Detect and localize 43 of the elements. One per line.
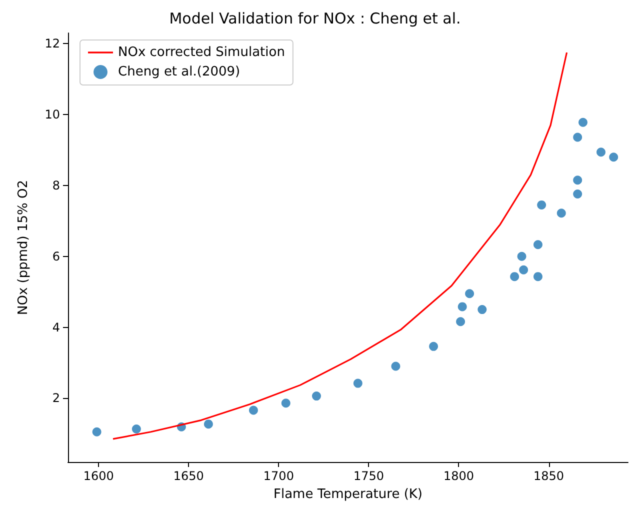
x-axis-title: Flame Temperature (K) bbox=[274, 487, 422, 502]
chart-title: Model Validation for NOx : Cheng et al. bbox=[169, 10, 461, 28]
point bbox=[533, 240, 542, 250]
point bbox=[281, 398, 290, 408]
point bbox=[519, 265, 528, 274]
x-tick-label: 1700 bbox=[263, 469, 294, 483]
y-tick-label: 10 bbox=[44, 108, 60, 122]
point bbox=[609, 152, 618, 162]
x-tick-label: 1650 bbox=[173, 469, 204, 483]
point bbox=[578, 118, 588, 127]
x-tick-label: 1800 bbox=[443, 469, 474, 483]
point bbox=[517, 252, 526, 261]
point bbox=[391, 362, 400, 371]
point bbox=[573, 176, 582, 185]
point bbox=[573, 132, 582, 142]
point bbox=[353, 378, 362, 388]
y-tick-label: 6 bbox=[52, 249, 60, 264]
point bbox=[537, 200, 546, 210]
y-tick-label: 4 bbox=[52, 320, 60, 334]
x-tick-label: 1600 bbox=[83, 469, 114, 483]
point bbox=[429, 342, 438, 351]
legend-label: NOx corrected Simulation bbox=[118, 45, 285, 60]
point bbox=[596, 148, 606, 157]
y-axis-title: NOx (ppmd) 15% O2 bbox=[16, 180, 31, 316]
point bbox=[204, 420, 213, 429]
y-tick-label: 2 bbox=[52, 391, 60, 406]
point bbox=[92, 427, 102, 436]
point bbox=[248, 406, 258, 415]
y-tick-label: 12 bbox=[44, 36, 60, 51]
point bbox=[533, 272, 542, 282]
point bbox=[312, 392, 321, 401]
legend-label: Cheng et al.(2009) bbox=[118, 64, 240, 80]
point bbox=[132, 424, 141, 434]
y-tick-label: 8 bbox=[52, 178, 60, 192]
point bbox=[456, 317, 466, 326]
point bbox=[478, 305, 487, 314]
point bbox=[510, 272, 520, 282]
point bbox=[458, 302, 467, 312]
point bbox=[573, 189, 582, 198]
point bbox=[465, 289, 474, 298]
x-tick-label: 1750 bbox=[353, 469, 384, 483]
point bbox=[556, 208, 566, 218]
x-tick-label: 1850 bbox=[534, 469, 564, 483]
